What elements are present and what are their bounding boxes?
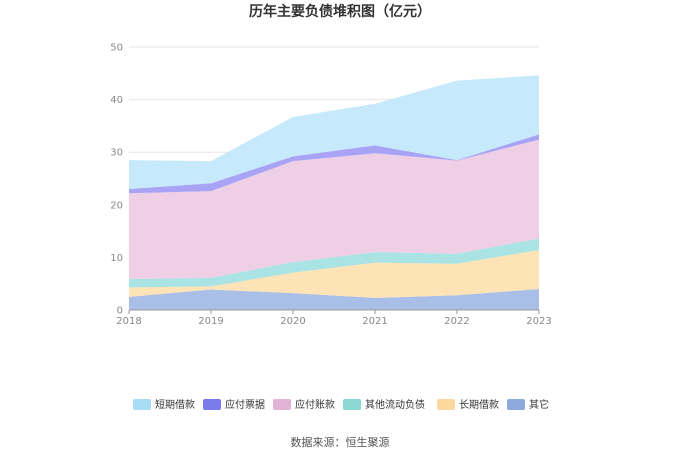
legend-marker: [437, 399, 455, 410]
legend-item[interactable]: 应付票据: [203, 398, 265, 411]
legend-label: 其他流动负债: [365, 398, 425, 411]
area-应付账款: [129, 139, 539, 279]
x-tick-label: 2020: [280, 316, 305, 327]
legend-label: 短期借款: [155, 398, 195, 411]
legend-item[interactable]: 应付账款: [273, 398, 335, 411]
x-tick-label: 2022: [444, 316, 469, 327]
area-其他流动负债: [129, 238, 539, 288]
axes: 0 10 20 30 40 50 2018 2019 2020 2021 2022 2023: [110, 43, 551, 328]
legend-marker: [203, 399, 221, 410]
legend-item[interactable]: 其它: [507, 398, 549, 411]
legend-label: 其它: [529, 398, 549, 411]
legend-item[interactable]: 长期借款: [437, 398, 499, 411]
y-tick-label: 30: [110, 148, 123, 159]
legend-marker: [507, 399, 525, 410]
area-其它: [129, 288, 539, 310]
area-应付票据: [129, 134, 539, 194]
area-短期借款: [129, 75, 539, 190]
y-tick-label: 40: [110, 95, 123, 106]
legend-label: 应付票据: [225, 398, 265, 411]
legend-item[interactable]: 短期借款: [133, 398, 195, 411]
legend-label: 长期借款: [459, 398, 499, 411]
x-tick-label: 2019: [198, 316, 223, 327]
chart-title: 历年主要负债堆积图（亿元）: [249, 3, 431, 20]
y-tick-label: 0: [117, 306, 123, 317]
x-tick-label: 2023: [526, 316, 551, 327]
y-tick-label: 10: [110, 253, 123, 264]
y-tick-label: 50: [110, 43, 123, 54]
x-tick-label: 2018: [116, 316, 141, 327]
legend-label: 应付账款: [295, 398, 335, 411]
data-source: 数据来源：恒生聚源: [291, 435, 390, 449]
legend-item[interactable]: 其他流动负债: [343, 398, 425, 411]
legend-marker: [133, 399, 151, 410]
area-长期借款: [129, 250, 539, 298]
legend-marker: [343, 399, 361, 410]
x-tick-label: 2021: [362, 316, 387, 327]
legend[interactable]: 短期借款 应付票据 应付账款 其他流动负债 长期借款 其它: [133, 398, 549, 411]
legend-marker: [273, 399, 291, 410]
area-series: [129, 75, 539, 310]
y-tick-label: 20: [110, 200, 123, 211]
